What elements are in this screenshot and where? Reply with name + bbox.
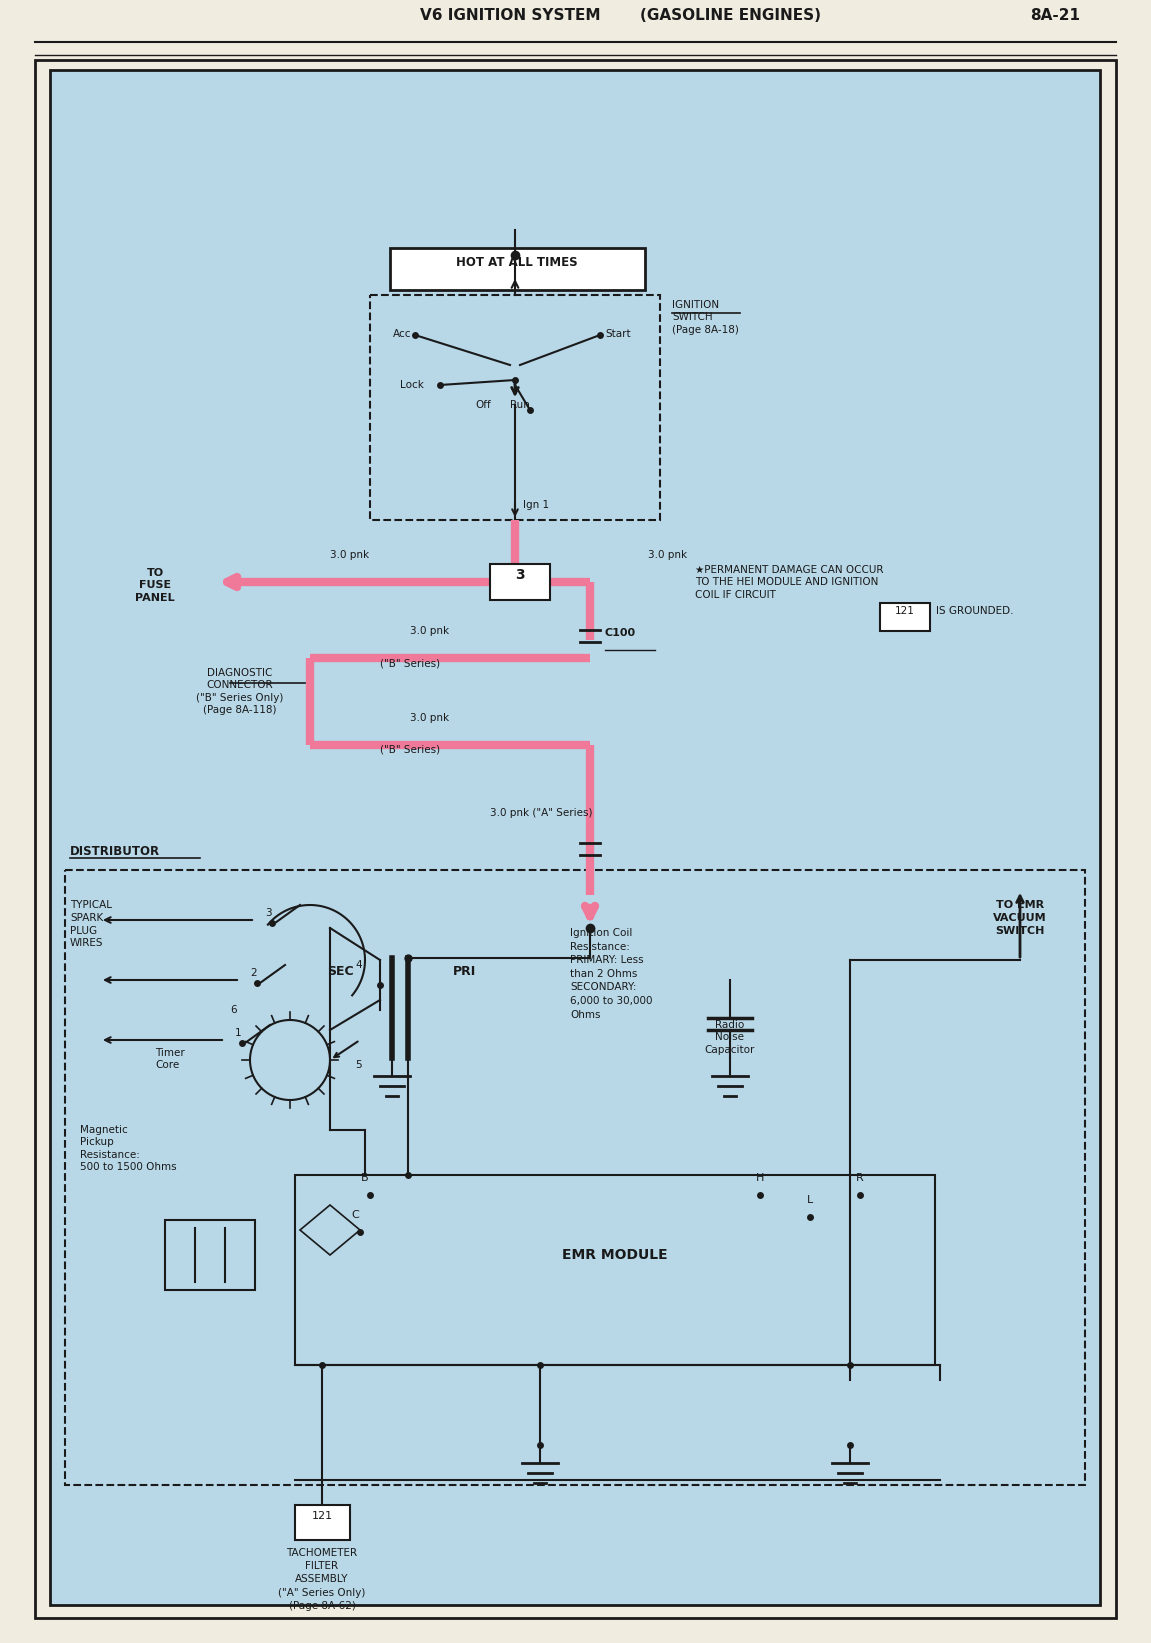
Text: (GASOLINE ENGINES): (GASOLINE ENGINES): [640, 8, 821, 23]
Text: H: H: [756, 1173, 764, 1183]
Text: Off: Off: [475, 399, 490, 411]
Bar: [881, 603, 930, 631]
Text: SEC: SEC: [327, 964, 353, 978]
Text: 4: 4: [355, 960, 361, 969]
Bar: [64, 871, 1085, 1485]
Text: Magnetic
Pickup
Resistance:
500 to 1500 Ohms: Magnetic Pickup Resistance: 500 to 1500 …: [81, 1125, 176, 1171]
Text: C100: C100: [605, 628, 637, 637]
Text: PRI: PRI: [453, 964, 477, 978]
Text: 3: 3: [265, 909, 272, 918]
Text: R: R: [856, 1173, 864, 1183]
Text: IGNITION
SWITCH
(Page 8A-18): IGNITION SWITCH (Page 8A-18): [672, 301, 739, 335]
Text: 1: 1: [235, 1029, 242, 1038]
Text: B: B: [361, 1173, 368, 1183]
Text: DISTRIBUTOR: DISTRIBUTOR: [70, 845, 160, 858]
Text: TACHOMETER
FILTER
ASSEMBLY
("A" Series Only)
(Page 8A-62): TACHOMETER FILTER ASSEMBLY ("A" Series O…: [279, 1548, 366, 1610]
Text: L: L: [807, 1194, 813, 1204]
Text: ("B" Series): ("B" Series): [380, 744, 440, 756]
Text: TO EMR
VACUUM
SWITCH: TO EMR VACUUM SWITCH: [993, 900, 1046, 937]
Bar: [165, 1221, 256, 1290]
Text: Start: Start: [605, 329, 631, 338]
Text: 3.0 pnk: 3.0 pnk: [330, 550, 369, 560]
Bar: [390, 248, 645, 291]
Text: HOT AT ALL TIMES: HOT AT ALL TIMES: [456, 256, 578, 269]
Text: 121: 121: [312, 1512, 333, 1521]
Text: 3.0 pnk: 3.0 pnk: [648, 550, 687, 560]
Bar: [295, 1175, 935, 1365]
Text: 3: 3: [516, 568, 525, 582]
Text: C: C: [351, 1209, 359, 1221]
Text: 6: 6: [230, 1006, 237, 1015]
Text: 3.0 pnk: 3.0 pnk: [411, 713, 450, 723]
Text: 121: 121: [895, 606, 915, 616]
Text: Lock: Lock: [401, 380, 424, 389]
Text: Radio
Noise
Capacitor: Radio Noise Capacitor: [704, 1020, 755, 1055]
Bar: [369, 296, 660, 519]
Text: DIAGNOSTIC
CONNECTOR
("B" Series Only)
(Page 8A-118): DIAGNOSTIC CONNECTOR ("B" Series Only) (…: [197, 669, 283, 715]
Text: TO
FUSE
PANEL: TO FUSE PANEL: [135, 568, 175, 603]
Text: 2: 2: [250, 968, 257, 978]
Bar: [295, 1505, 350, 1539]
Text: 3.0 pnk: 3.0 pnk: [411, 626, 450, 636]
Text: Ign 1: Ign 1: [523, 499, 549, 509]
Text: 8A-21: 8A-21: [1030, 8, 1080, 23]
Text: EMR MODULE: EMR MODULE: [562, 1249, 668, 1262]
Text: Ignition Coil
Resistance:
PRIMARY: Less
than 2 Ohms
SECONDARY:
6,000 to 30,000
O: Ignition Coil Resistance: PRIMARY: Less …: [570, 928, 653, 1020]
Text: Run: Run: [510, 399, 529, 411]
Text: IS GROUNDED.: IS GROUNDED.: [936, 606, 1014, 616]
Text: ("B" Series): ("B" Series): [380, 657, 440, 669]
Text: Timer
Core: Timer Core: [155, 1048, 185, 1070]
Bar: [490, 564, 550, 600]
Text: 5: 5: [355, 1060, 361, 1070]
Text: V6 IGNITION SYSTEM: V6 IGNITION SYSTEM: [420, 8, 601, 23]
Text: ★PERMANENT DAMAGE CAN OCCUR
TO THE HEI MODULE AND IGNITION
COIL IF CIRCUIT: ★PERMANENT DAMAGE CAN OCCUR TO THE HEI M…: [695, 565, 884, 600]
Text: TYPICAL
SPARK
PLUG
WIRES: TYPICAL SPARK PLUG WIRES: [70, 900, 112, 948]
Text: 3.0 pnk ("A" Series): 3.0 pnk ("A" Series): [490, 808, 593, 818]
Text: Acc: Acc: [392, 329, 412, 338]
